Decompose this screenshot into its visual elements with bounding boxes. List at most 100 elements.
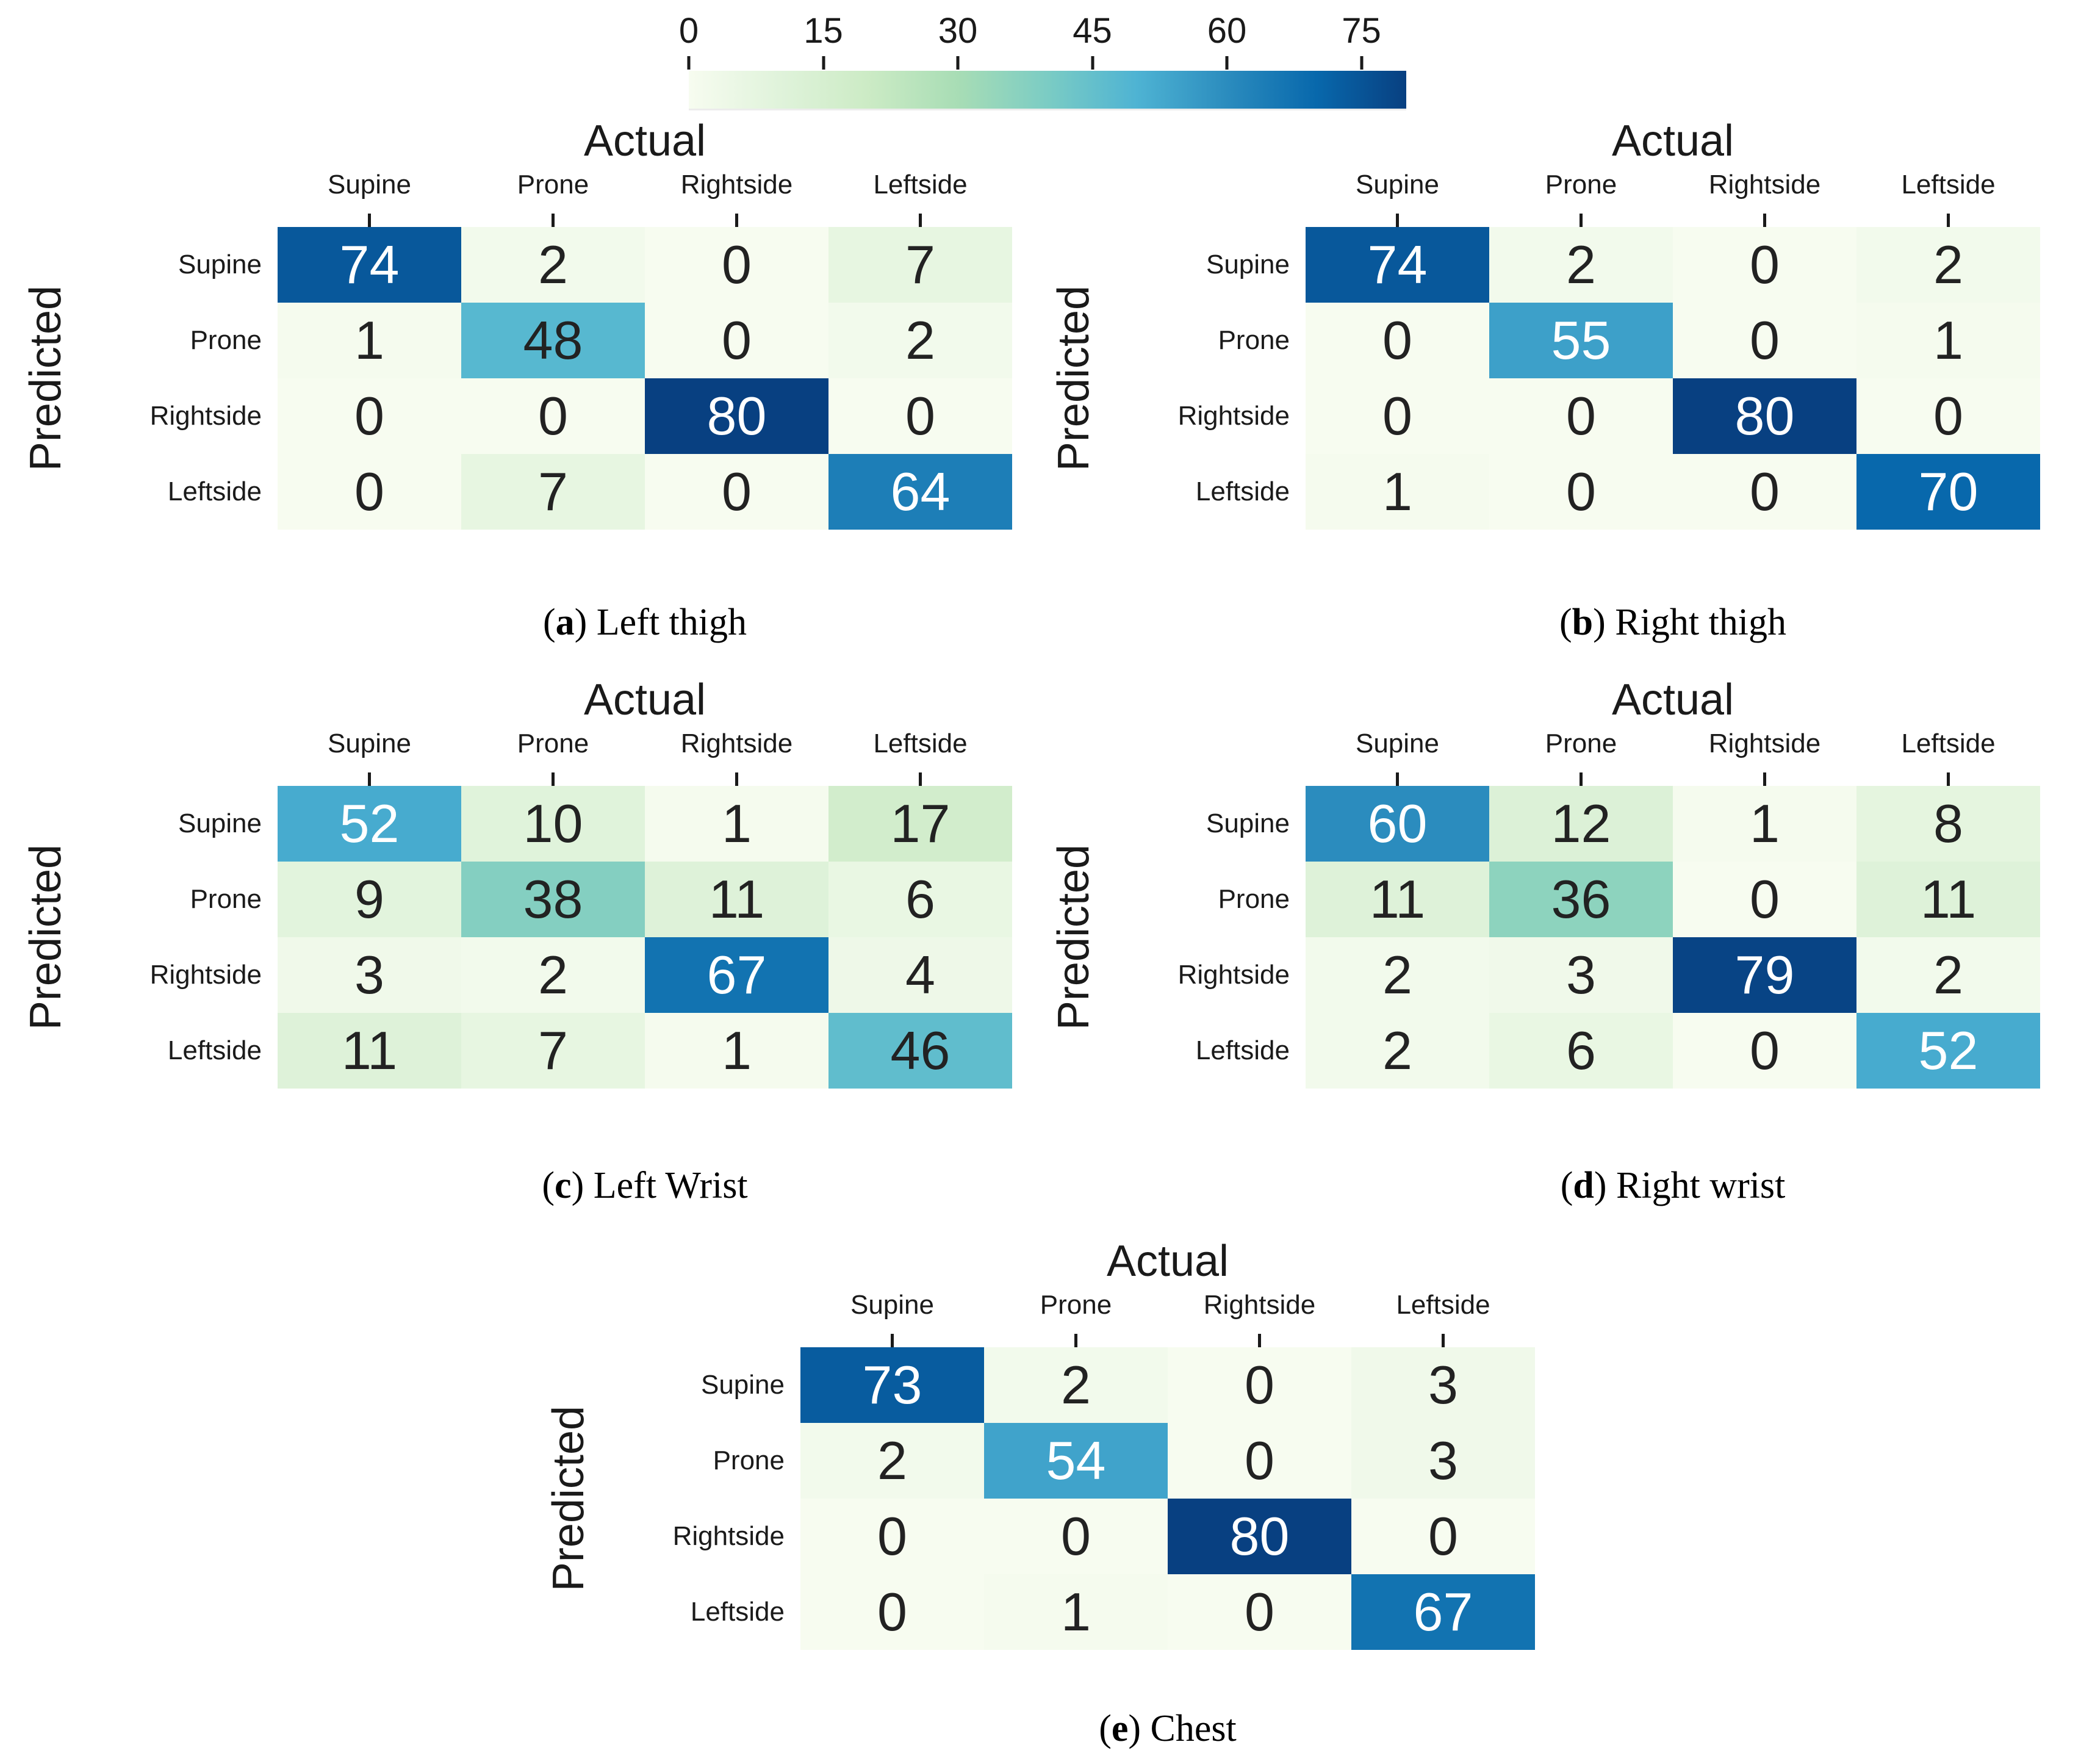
heatmap-cell: 11 [1306,862,1489,937]
column-tick-mark [919,214,922,227]
row-label: Rightside [149,401,262,431]
heatmap-cell: 0 [1306,378,1489,454]
heatmap-cell: 0 [1168,1347,1351,1423]
row-label: Rightside [149,960,262,990]
subfigure-caption-d: (d) Right wrist [1306,1164,2040,1208]
heatmap-cell: 17 [828,786,1012,862]
caption-text: d [1573,1165,1594,1206]
heatmap-cell: 12 [1489,786,1673,862]
heatmap-cells: 74 2 0 7 1 48 0 2 0 0 80 0 0 7 0 64 [278,227,1012,530]
heatmap-cell: 67 [645,937,828,1013]
heatmap-cell: 73 [800,1347,984,1423]
heatmap-cell: 64 [828,454,1012,530]
column-label: Leftside [1901,170,1996,200]
caption-text: Right thigh [1615,602,1787,643]
caption-text: ( [542,1165,555,1206]
heatmap-cell: 2 [800,1423,984,1499]
caption-text: Left thigh [596,602,747,643]
column-label: Supine [1355,170,1439,200]
heatmap-cell: 2 [1306,937,1489,1013]
row-label: Leftside [167,477,262,506]
row-label: Supine [1206,250,1290,279]
row-label: Prone [1218,884,1290,914]
column-tick-mark [1074,1334,1077,1347]
heatmap-cell: 74 [278,227,461,303]
heatmap-cell: 0 [278,454,461,530]
column-labels: Supine Prone Rightside Leftside [1306,168,2040,201]
heatmap-cell: 80 [1673,378,1856,454]
caption-text: a [555,602,575,643]
column-label: Prone [1545,729,1617,758]
column-label: Supine [327,170,411,200]
heatmap-cells: 74 2 0 2 0 55 0 1 0 0 80 0 1 0 0 70 [1306,227,2040,530]
row-label: Rightside [1177,960,1290,990]
heatmap-cell: 55 [1489,303,1673,378]
heatmap-cell: 0 [1306,303,1489,378]
colorbar-tick-mark [1225,56,1229,70]
subfigure-caption-a: (a) Left thigh [278,601,1012,644]
colorbar-gradient [689,71,1406,110]
heatmap-cells: 52 10 1 17 9 38 11 6 3 2 67 4 11 7 1 46 [278,786,1012,1089]
caption-text: b [1572,602,1594,643]
colorbar-tick-label: 75 [1342,11,1381,51]
heatmap-cell: 0 [800,1574,984,1650]
heatmap-cell: 0 [1673,862,1856,937]
colorbar-tick-mark [956,56,960,70]
heatmap-cell: 0 [461,378,645,454]
heatmap-cell: 36 [1489,862,1673,937]
colorbar-tick-labels: 0 15 30 45 60 75 [679,11,1406,51]
heatmap-cell: 70 [1856,454,2040,530]
caption-text: Left Wrist [593,1165,748,1206]
column-label: Supine [1355,729,1439,758]
column-tick-mark [1396,214,1399,227]
column-label: Leftside [873,170,968,200]
heatmap-cell: 11 [1856,862,2040,937]
heatmap-cell: 48 [461,303,645,378]
row-labels: Supine Prone Rightside Leftside [73,786,278,1089]
heatmap-cells: 73 2 0 3 2 54 0 3 0 0 80 0 0 1 0 67 [800,1347,1535,1650]
caption-text: Right wrist [1616,1165,1786,1206]
column-label: Rightside [680,170,793,200]
heatmap-cell: 0 [1856,378,2040,454]
actual-axis-label: Actual [583,117,706,165]
heatmap-cell: 1 [984,1574,1168,1650]
column-label: Prone [1545,170,1617,200]
heatmap-cell: 7 [828,227,1012,303]
heatmap-cell: 0 [1673,454,1856,530]
actual-axis-label: Actual [1611,117,1734,165]
caption-text: ) [1594,1165,1616,1206]
heatmap-cell: 67 [1351,1574,1535,1650]
row-label: Prone [1218,325,1290,355]
column-tick-mark [735,214,738,227]
column-ticks [800,1322,1535,1347]
actual-axis-label: Actual [1106,1237,1229,1286]
row-label: Supine [1206,808,1290,838]
row-label: Leftside [1195,477,1290,506]
heatmap-cell: 1 [1673,786,1856,862]
heatmap-cell: 3 [1489,937,1673,1013]
row-labels: Supine Prone Rightside Leftside [1101,227,1306,530]
heatmap-cell: 0 [645,454,828,530]
confusion-matrix-b: Predicted Actual Supine Prone Rightside Lef… [1046,100,2040,530]
predicted-axis-label: Predicted [21,844,71,1031]
heatmap-cell: 11 [645,862,828,937]
colorbar-tick-label: 60 [1207,11,1247,51]
column-ticks [278,201,1012,227]
heatmap-cell: 0 [1489,454,1673,530]
heatmap-cell: 2 [1306,1013,1489,1089]
predicted-axis-label: Predicted [1049,844,1099,1031]
row-label: Supine [700,1370,785,1400]
heatmap-cell: 0 [1673,1013,1856,1089]
column-label: Rightside [1203,1290,1316,1320]
caption-text: ) [571,1165,594,1206]
heatmap-cell: 7 [461,454,645,530]
column-tick-mark [1763,214,1766,227]
column-label: Rightside [1708,170,1821,200]
predicted-axis-label: Predicted [21,285,71,472]
column-label: Rightside [1708,729,1821,758]
column-tick-mark [552,772,555,786]
heatmap-cells: 60 12 1 8 11 36 0 11 2 3 79 2 2 6 0 52 [1306,786,2040,1089]
column-tick-mark [1947,772,1950,786]
predicted-axis-label: Predicted [544,1405,594,1592]
column-tick-mark [919,772,922,786]
